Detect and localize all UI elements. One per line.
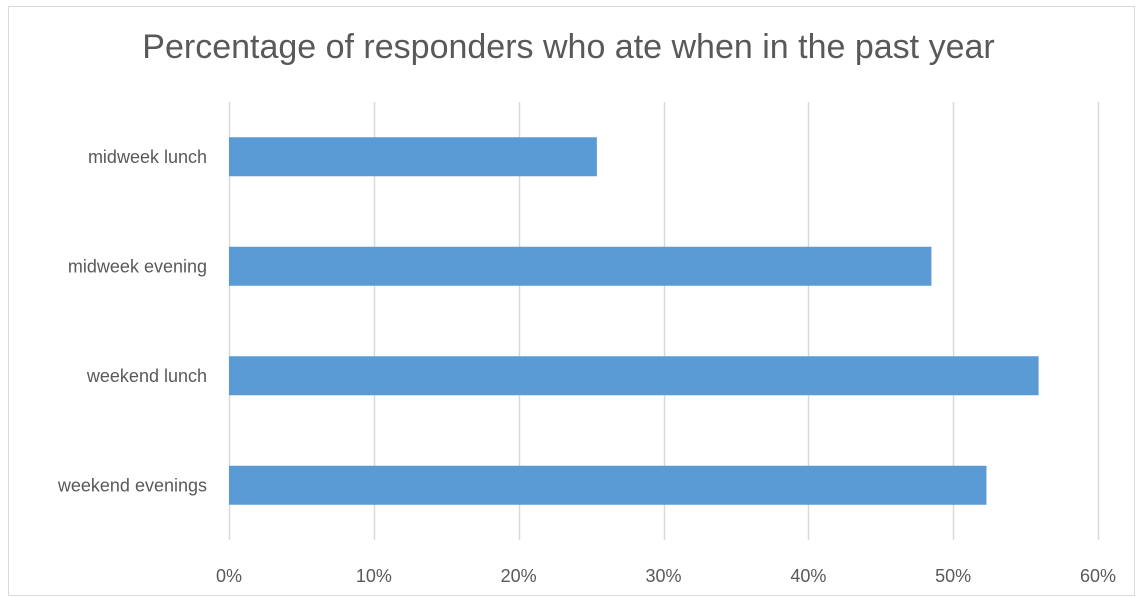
x-tick-labels: 0% 10% 20% 30% 40% 50% 60%: [216, 566, 1116, 586]
bar: [229, 246, 932, 286]
x-tick-label: 60%: [1080, 566, 1116, 586]
x-tick-label: 0%: [216, 566, 242, 586]
x-tick-label: 50%: [935, 566, 971, 586]
x-tick-label: 10%: [356, 566, 392, 586]
bar: [229, 356, 1039, 396]
x-tick-label: 30%: [645, 566, 681, 586]
x-tick-label: 20%: [501, 566, 537, 586]
category-label: weekend lunch: [86, 366, 207, 386]
category-labels: midweek lunch midweek evening weekend lunc…: [57, 147, 207, 496]
category-label: midweek evening: [68, 256, 207, 276]
bars: [229, 137, 1039, 505]
bar: [229, 137, 597, 177]
category-label: weekend evenings: [57, 475, 207, 495]
x-tick-label: 40%: [790, 566, 826, 586]
bar: [229, 465, 987, 505]
category-label: midweek lunch: [88, 147, 207, 167]
chart-title: Percentage of responders who ate when in…: [142, 28, 995, 66]
